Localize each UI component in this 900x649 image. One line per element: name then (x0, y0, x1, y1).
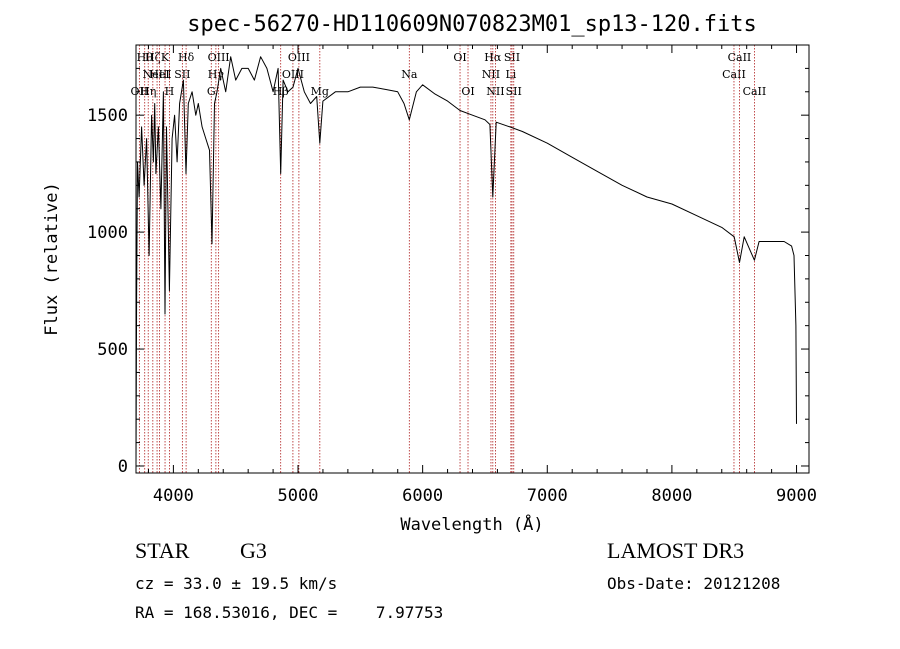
line-markers: OIIHθHηHζNeIIIHeIKHSIIHδGHγOIIIHβOIIIOII… (131, 45, 767, 473)
chart-title: spec-56270-HD110609N070823M01_sp13-120.f… (187, 12, 757, 37)
object-subclass: G3 (240, 538, 267, 563)
x-tick-label: 4000 (153, 486, 194, 506)
x-axis: 4000 5000 6000 7000 8000 9000 (147, 45, 817, 506)
x-tick-label: 9000 (776, 486, 817, 506)
line-marker-label-26: CaII (722, 68, 746, 81)
line-marker-label-27: CaII (728, 51, 752, 64)
y-tick-label: 1500 (87, 106, 128, 126)
line-marker-label-18: OI (453, 51, 466, 64)
y-tick-label: 0 (118, 457, 128, 477)
line-marker-label-9: Hδ (178, 51, 195, 64)
x-tick-label: 6000 (402, 486, 443, 506)
observation-date: Obs-Date: 20121208 (607, 574, 781, 593)
data-series (135, 56, 797, 467)
line-marker-label-5: HeI (149, 68, 169, 81)
line-marker-label-7: H (165, 85, 175, 98)
coordinates: RA = 168.53016, DEC = 7.97753 (135, 603, 444, 622)
line-marker-label-4: NeIII (142, 68, 171, 81)
x-tick-label: 7000 (527, 486, 568, 506)
line-marker-label-22: NII (486, 85, 504, 98)
line-marker-label-25: SII (506, 85, 522, 98)
line-marker-label-13: Hβ (273, 85, 289, 98)
object-class: STAR (135, 538, 190, 563)
line-marker-label-10: G (207, 85, 216, 98)
y-tick-label: 1000 (87, 223, 128, 243)
redshift-velocity: cz = 33.0 ± 19.5 km/s (135, 574, 338, 593)
line-marker-label-19: OI (461, 85, 474, 98)
line-marker-label-3: Hζ (145, 51, 161, 64)
line-marker-label-1: Hθ (137, 51, 154, 64)
plot-frame (135, 44, 810, 474)
line-marker-label-12: OIII (208, 51, 230, 64)
line-marker-label-16: Mg (311, 85, 329, 98)
x-axis-label: Wavelength (Å) (400, 513, 543, 535)
x-tick-label: 8000 (651, 486, 692, 506)
x-tick-label: 5000 (278, 486, 319, 506)
line-marker-label-28: CaII (743, 85, 767, 98)
survey-name: LAMOST DR3 (607, 538, 745, 563)
line-marker-label-17: Na (401, 68, 418, 81)
y-axis: 0 500 1000 1500 (87, 67, 809, 477)
y-tick-label: 500 (97, 340, 128, 360)
spectrum-line (135, 56, 797, 467)
line-marker-label-2: Hη (140, 85, 156, 98)
y-axis-label: Flux (relative) (42, 182, 62, 336)
line-marker-label-21: Hα (484, 51, 502, 64)
line-marker-label-24: SII (504, 51, 520, 64)
line-marker-label-15: OIII (288, 51, 310, 64)
line-marker-label-8: SII (174, 68, 190, 81)
line-marker-label-23: Li (505, 68, 516, 81)
line-marker-label-6: K (161, 51, 170, 64)
line-marker-label-20: NII (482, 68, 500, 81)
